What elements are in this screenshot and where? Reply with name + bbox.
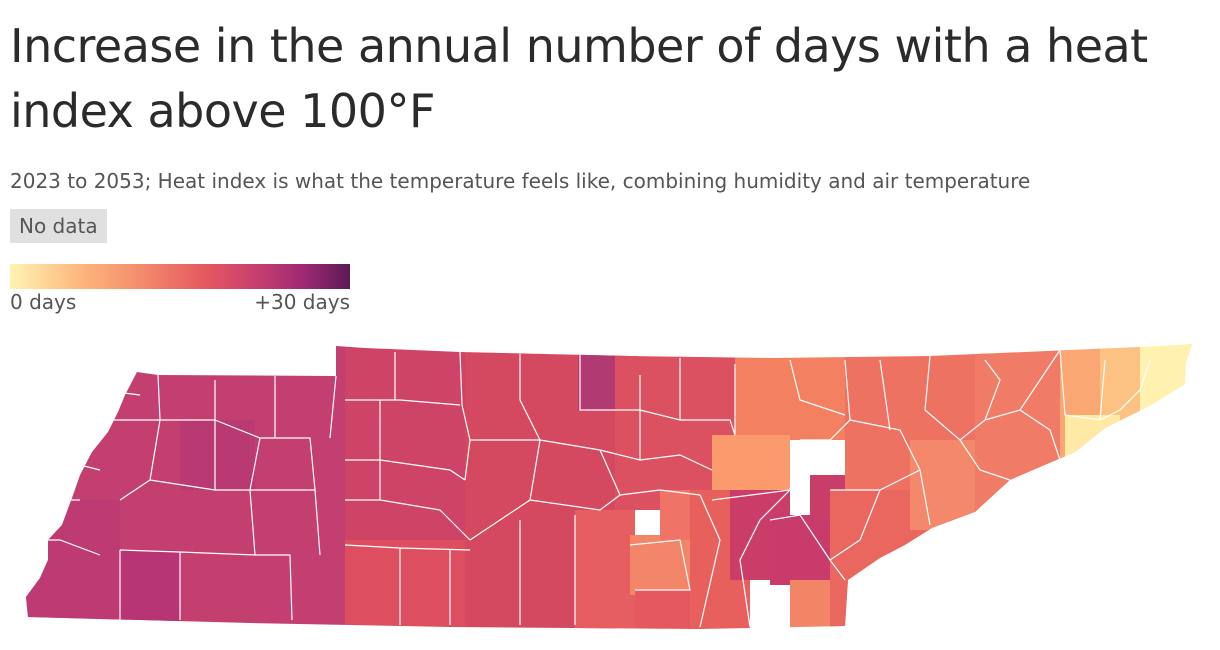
county-borders: [28, 349, 1151, 628]
county-region: [120, 550, 180, 629]
county-region: [345, 540, 465, 629]
county-region: [712, 435, 790, 500]
county-region: [1065, 415, 1120, 465]
county-region: [26, 500, 120, 629]
county-region: [630, 535, 690, 595]
county-region: [1140, 344, 1192, 410]
county-region: [735, 344, 845, 440]
county-border: [119, 374, 337, 621]
no-data-legend-item: No data: [10, 209, 107, 243]
legend-min-label: 0 days: [10, 290, 77, 314]
chart-title: Increase in the annual number of days wi…: [10, 19, 1148, 138]
county-region: [345, 344, 465, 540]
county-region: [975, 344, 1065, 540]
county-region: [180, 420, 255, 490]
county-border: [344, 351, 471, 625]
chart-subtitle: 2023 to 2053; Heat index is what the tem…: [10, 169, 1031, 193]
county-border: [469, 351, 641, 625]
county-border: [739, 359, 931, 628]
county-region: [770, 515, 830, 585]
color-scale-legend: [10, 264, 350, 289]
county-region: [575, 510, 635, 629]
county-border: [924, 349, 1151, 481]
legend-max-label: +30 days: [254, 290, 350, 314]
